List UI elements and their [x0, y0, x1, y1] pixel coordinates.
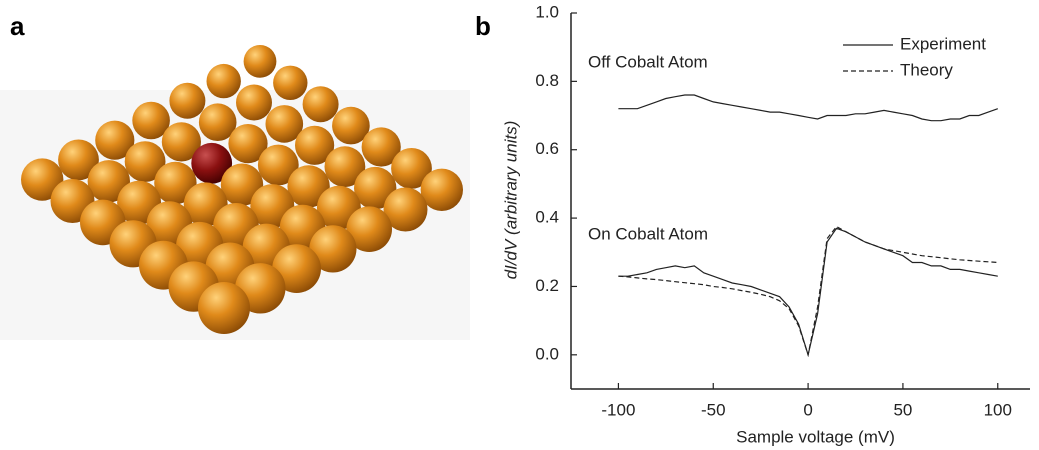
y-tick-label: 1.0: [535, 2, 559, 21]
surface-atom: [87, 160, 130, 203]
surface-atom: [332, 106, 370, 145]
x-tick-label: -50: [701, 400, 726, 419]
data-line: [618, 225, 998, 358]
surface-atom: [391, 148, 432, 189]
x-tick-label: 100: [984, 400, 1012, 419]
surface-atom: [161, 122, 201, 162]
surface-atom: [154, 161, 197, 205]
data-line: [618, 94, 999, 122]
surface-atom: [361, 127, 401, 167]
surface-atom: [198, 103, 237, 141]
surface-atom: [21, 158, 64, 201]
y-tick-label: 0.6: [535, 139, 559, 158]
y-tick-label: 0.8: [535, 71, 559, 90]
surface-atom: [265, 105, 304, 143]
surface-atom: [295, 125, 335, 165]
x-tick-label: 0: [803, 400, 812, 419]
surface-atom: [420, 168, 463, 211]
panel-label: a: [10, 11, 25, 41]
surface-atom: [273, 65, 308, 101]
legend-label: Theory: [900, 60, 953, 79]
surface-atom: [287, 165, 330, 208]
surface-atom: [354, 166, 397, 210]
surface-atom: [228, 124, 268, 164]
atom-lattice: [21, 45, 463, 334]
legend-label: Experiment: [900, 34, 986, 53]
surface-atom: [132, 101, 170, 140]
panel-label: b: [475, 11, 491, 41]
y-tick-label: 0.2: [535, 276, 559, 295]
surface-atom: [243, 45, 277, 78]
x-tick-label: 50: [893, 400, 912, 419]
surface-atom: [309, 225, 357, 273]
surface-atom: [198, 282, 250, 334]
surface-atom: [236, 84, 272, 121]
data-line: [618, 227, 998, 358]
y-axis-label: dI/dV (arbitrary units): [501, 121, 520, 280]
surface-atom: [220, 163, 264, 206]
x-tick-label: -100: [601, 400, 635, 419]
surface-atom: [324, 146, 366, 188]
surface-atom: [124, 141, 166, 183]
surface-atom: [95, 120, 135, 160]
y-tick-label: 0.0: [535, 344, 559, 363]
surface-atom: [169, 82, 206, 119]
surface-atom: [302, 86, 339, 123]
surface-atom: [346, 206, 393, 252]
surface-atom: [272, 244, 321, 293]
surface-atom: [257, 144, 299, 186]
surface-atom: [206, 63, 241, 99]
y-tick-label: 0.4: [535, 208, 559, 227]
surface-atom: [383, 187, 428, 232]
annotation: On Cobalt Atom: [588, 224, 708, 243]
x-axis-label: Sample voltage (mV): [736, 427, 895, 446]
line-chart: 0.0 0.2 0.4 0.6 0.8 1.0 -100 -50 0 50 100 Sample vo…: [501, 2, 1030, 446]
surface-atom: [58, 139, 99, 181]
annotation: Off Cobalt Atom: [588, 52, 708, 71]
cobalt-atom: [191, 142, 233, 184]
